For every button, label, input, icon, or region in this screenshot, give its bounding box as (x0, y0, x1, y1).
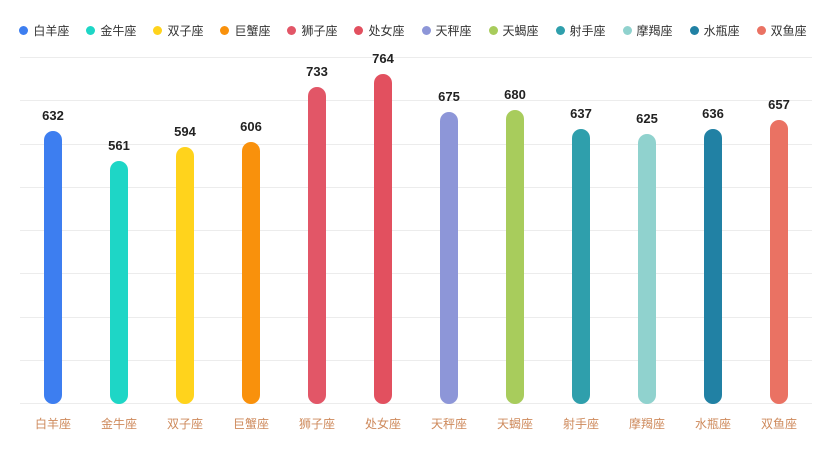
gridline (20, 100, 812, 102)
legend-item[interactable]: 白羊座 (19, 22, 69, 39)
legend-item-label: 狮子座 (301, 24, 338, 38)
x-axis-label: 巨蟹座 (232, 417, 270, 431)
legend-item[interactable]: 巨蟹座 (220, 22, 270, 39)
bar[interactable] (506, 109, 524, 404)
legend-dot-icon (756, 26, 766, 35)
gridline (20, 316, 812, 318)
x-axis-label: 金牛座 (100, 417, 138, 431)
bar-column: 764 处女座 (350, 51, 416, 431)
legend-item-label: 天蝎座 (502, 24, 539, 38)
bar-column: 657 双鱼座 (746, 58, 812, 431)
legend-dot-icon (287, 26, 297, 35)
bar-value-label: 637 (570, 105, 592, 121)
x-axis-label: 双子座 (166, 417, 204, 431)
gridline (20, 230, 812, 231)
legend-item-label: 双子座 (167, 24, 204, 38)
legend-item[interactable]: 金牛座 (86, 22, 136, 39)
legend-dot-icon (86, 26, 96, 35)
gridlines (20, 57, 812, 404)
legend-item[interactable]: 射手座 (555, 22, 606, 39)
legend-item[interactable]: 天秤座 (421, 22, 472, 39)
legend-dot-icon (421, 26, 431, 35)
bar-value-label: 675 (438, 89, 460, 105)
legend-dot-icon (488, 26, 498, 35)
bar-value-label: 764 (372, 50, 394, 66)
bar-value-label: 632 (42, 107, 64, 123)
legend-item-label: 摩羯座 (636, 24, 673, 38)
legend-item-label: 天秤座 (435, 24, 472, 38)
legend-dot-icon (220, 26, 230, 35)
gridline (20, 143, 812, 145)
x-axis-label: 处女座 (364, 417, 402, 431)
plot-area: 632 白羊座 561 金牛座 594 双子座 606 巨蟹座 733 狮子座 764 处女座 675 天… (20, 51, 812, 432)
legend-item[interactable]: 双子座 (153, 22, 203, 39)
bar[interactable] (374, 73, 392, 404)
bar-value-label: 733 (306, 63, 328, 79)
bar[interactable] (242, 141, 260, 404)
bar[interactable] (110, 161, 128, 404)
legend-item[interactable]: 狮子座 (287, 22, 337, 39)
legend-item-label: 双鱼座 (770, 24, 807, 38)
legend-item-label: 白羊座 (33, 24, 70, 38)
gridline (20, 186, 812, 188)
bar-value-label: 606 (240, 118, 262, 134)
legend-dot-icon (689, 26, 699, 35)
bar-column: 606 巨蟹座 (218, 58, 284, 431)
bar[interactable] (440, 112, 458, 404)
bar[interactable] (572, 128, 590, 404)
bar-value-label: 657 (768, 96, 790, 112)
bar-column: 625 摩羯座 (614, 58, 680, 431)
bar-column: 632 白羊座 (20, 58, 86, 431)
bar-value-label: 561 (108, 138, 130, 154)
bar-series: 632 白羊座 561 金牛座 594 双子座 606 巨蟹座 733 狮子座 764 处女座 675 天… (20, 51, 812, 432)
x-axis-label: 白羊座 (34, 417, 72, 431)
legend-item[interactable]: 水瓶座 (689, 22, 740, 39)
legend-dot-icon (19, 26, 29, 35)
legend-item-label: 射手座 (569, 24, 606, 38)
bar[interactable] (770, 119, 788, 404)
legend: 白羊座 金牛座 双子座 巨蟹座 狮子座 处女座 天秤座 天蝎座 射手座 摩羯座 水瓶座 双鱼座 (0, 22, 826, 39)
legend-item[interactable]: 摩羯座 (622, 22, 673, 39)
bar-column: 561 金牛座 (86, 58, 152, 431)
gridline (20, 57, 812, 58)
bar-value-label: 625 (636, 110, 658, 126)
bar-column: 680 天蝎座 (482, 58, 548, 431)
bar[interactable] (638, 133, 656, 404)
gridline (20, 359, 812, 361)
bar[interactable] (176, 147, 194, 404)
legend-item[interactable]: 处女座 (354, 22, 405, 39)
x-axis-label: 天蝎座 (496, 417, 534, 431)
legend-item[interactable]: 天蝎座 (488, 22, 539, 39)
bar-value-label: 680 (504, 86, 526, 102)
x-axis-label: 天秤座 (430, 417, 468, 431)
x-axis-label: 狮子座 (298, 417, 336, 431)
bar-column: 637 射手座 (548, 58, 614, 432)
x-axis-label: 射手座 (562, 417, 600, 431)
bar[interactable] (704, 128, 722, 404)
bar[interactable] (44, 130, 62, 404)
bar[interactable] (308, 86, 326, 404)
x-axis-label: 双鱼座 (760, 417, 798, 431)
legend-dot-icon (354, 26, 364, 35)
bar-value-label: 594 (174, 124, 196, 140)
gridline (20, 403, 812, 404)
bar-column: 594 双子座 (152, 58, 218, 431)
bar-column: 636 水瓶座 (680, 58, 746, 431)
bar-column: 733 狮子座 (284, 58, 350, 431)
legend-item-label: 处女座 (368, 24, 405, 38)
bar-value-label: 636 (702, 105, 724, 121)
legend-item-label: 金牛座 (100, 24, 137, 38)
legend-item[interactable]: 双鱼座 (756, 22, 807, 39)
bar-column: 675 天秤座 (416, 58, 482, 431)
x-axis-label: 摩羯座 (628, 417, 666, 431)
legend-item-label: 水瓶座 (703, 24, 740, 38)
legend-dot-icon (555, 26, 565, 35)
x-axis-label: 水瓶座 (694, 417, 732, 431)
legend-dot-icon (153, 26, 163, 35)
gridline (20, 273, 812, 275)
legend-dot-icon (622, 26, 632, 35)
legend-item-label: 巨蟹座 (234, 24, 271, 38)
